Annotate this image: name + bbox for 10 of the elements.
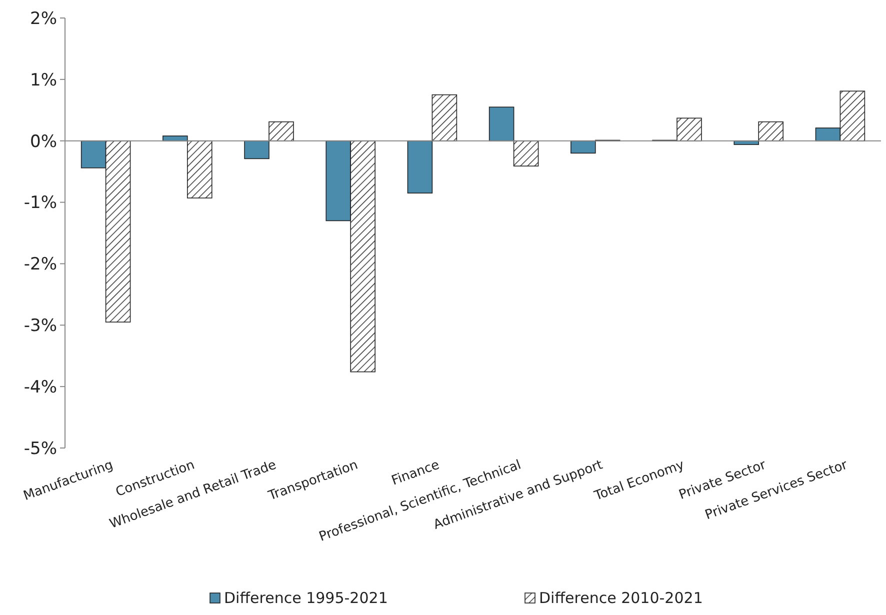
y-tick-label: -1%: [24, 193, 57, 214]
y-tick-label: 2%: [30, 8, 57, 29]
y-tick-label: -5%: [24, 438, 57, 459]
y-tick-label: 1%: [30, 70, 57, 90]
y-tick-label: -3%: [24, 316, 57, 336]
y-tick-label: -4%: [24, 378, 57, 398]
legend-label: Difference 2010-2021: [539, 589, 703, 607]
y-tick-label: -2%: [24, 254, 57, 275]
y-tick-label: 0%: [30, 132, 57, 152]
legend-label: Difference 1995-2021: [224, 589, 388, 607]
